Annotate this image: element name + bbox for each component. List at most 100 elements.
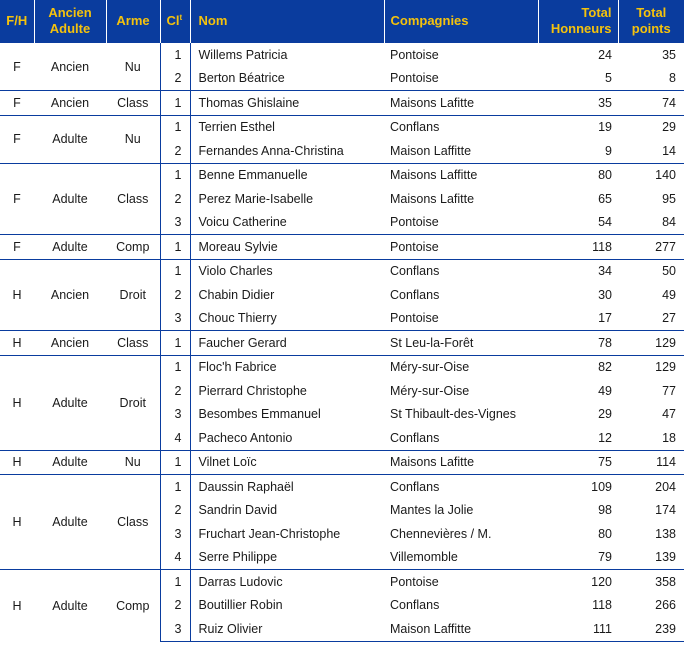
header-ancien-label: Ancien: [48, 5, 92, 20]
cell-total-honneurs: 109: [538, 474, 618, 499]
cell-classement: 3: [159, 617, 190, 642]
table-row: H Adulte Class 1 Daussin Raphaël Conflans 109 2…: [0, 474, 684, 570]
cell-total-points: 49: [662, 287, 676, 302]
cell-sexe: H: [0, 330, 34, 355]
cell-categorie: Ancien: [34, 330, 106, 355]
cell-total-honneurs: 82: [538, 354, 618, 379]
cell-classement: 1: [159, 114, 190, 139]
cell-total-points: 358: [618, 569, 684, 594]
cell-total-honneurs: 120: [538, 569, 618, 594]
cell-compagnie: Conflans: [384, 474, 538, 499]
cell-total-honneurs: 35: [538, 90, 618, 115]
header-points-l2: points: [631, 21, 671, 36]
cell-categorie: Adulte: [34, 449, 106, 475]
cell-nom: Chouc Thierry: [189, 306, 384, 331]
cell-arme: Nu: [106, 114, 160, 163]
table-row: 2 Fernandes Anna-Christina Maison Laffitte…: [0, 139, 684, 163]
cell-compagnie: Mantes la Jolie: [390, 503, 474, 518]
header-points-l1: Total: [636, 5, 667, 20]
header-honneurs-l2: Honneurs: [550, 21, 612, 36]
table-row: 2 Perez Marie-Isabelle Maisons Lafitte 65 95: [0, 187, 684, 211]
cell-compagnie: Conflans: [384, 258, 538, 283]
cell-total-points: 140: [618, 162, 684, 187]
table-row: H Ancien Class 1 Faucher Gerard St Leu-la-For…: [0, 330, 684, 355]
cell-classement: 1: [159, 474, 190, 499]
cell-sexe: F: [0, 90, 34, 115]
cell-total-honneurs: 49: [598, 383, 612, 398]
cell-compagnie: Méry-sur-Oise: [390, 383, 470, 398]
cell-compagnie: Pontoise: [390, 71, 439, 86]
table-row: H Adulte Comp 1 Darras Ludovic Pontoise 120 358: [0, 569, 684, 641]
cell-classement: 2: [159, 139, 190, 163]
cell-total-honneurs: 65: [598, 191, 612, 206]
cell-compagnie: Pontoise: [384, 42, 538, 67]
cell-classement: 3: [159, 402, 190, 426]
cell-classement: 4: [159, 545, 190, 570]
table-row: 2 Sandrin David Mantes la Jolie 98 174: [0, 498, 684, 522]
cell-classement: 2: [159, 283, 190, 307]
cell-classement: 2: [159, 66, 190, 91]
cell-compagnie: Maisons Lafitte: [390, 191, 475, 206]
cell-total-points: 129: [618, 354, 684, 379]
table-row: H Adulte Droit 1 Floc'h Fabrice Méry-sur-Oise…: [0, 354, 684, 450]
cell-classement: 1: [159, 449, 190, 475]
cell-classement: 3: [159, 210, 190, 235]
cell-total-honneurs: 98: [598, 503, 612, 518]
cell-total-honneurs: 30: [598, 287, 612, 302]
cell-nom: Floc'h Fabrice: [189, 354, 384, 379]
cell-total-honneurs: 34: [538, 258, 618, 283]
cell-total-points: 50: [618, 258, 684, 283]
cell-arme: Class: [106, 90, 160, 115]
cell-total-points: 35: [618, 42, 684, 67]
cell-total-points: 174: [655, 503, 676, 518]
table-row: 3 Ruiz Olivier Maison Laffitte 111 239: [0, 617, 684, 642]
cell-total-honneurs: 78: [538, 330, 618, 355]
cell-sexe: H: [0, 474, 34, 570]
cell-sexe: H: [0, 354, 34, 450]
cell-total-honneurs: 54: [598, 215, 612, 230]
cell-total-points: 139: [655, 550, 676, 565]
cell-compagnie: Chennevières / M.: [390, 526, 492, 541]
cell-total-points: 266: [655, 598, 676, 613]
cell-nom: Daussin Raphaël: [189, 474, 384, 499]
cell-nom: Willems Patricia: [189, 42, 384, 67]
cell-sexe: F: [0, 234, 34, 259]
cell-total-points: 277: [618, 234, 684, 259]
cell-total-points: 204: [618, 474, 684, 499]
header-classement: Clt: [160, 0, 191, 43]
cell-compagnie: Conflans: [390, 598, 440, 613]
cell-total-honneurs: 79: [598, 550, 612, 565]
cell-compagnie: Conflans: [384, 114, 538, 139]
cell-categorie: Ancien: [34, 258, 106, 331]
cell-total-points: 27: [662, 311, 676, 326]
cell-arme: Class: [106, 162, 160, 235]
header-row: F/H Ancien Adulte Arme Clt Nom Compagnie…: [0, 0, 684, 43]
results-table: F/H Ancien Adulte Arme Clt Nom Compagnie…: [0, 0, 684, 642]
cell-nom: Chabin Didier: [189, 283, 384, 307]
header-compagnies: Compagnies: [384, 0, 539, 43]
cell-compagnie: Pontoise: [390, 311, 439, 326]
cell-classement: 2: [159, 593, 190, 617]
cell-classement: 1: [159, 42, 190, 67]
cell-compagnie: Méry-sur-Oise: [384, 354, 538, 379]
cell-classement: 2: [159, 498, 190, 522]
cell-sexe: H: [0, 258, 34, 331]
cell-classement: 1: [159, 330, 190, 355]
cell-nom: Benne Emmanuelle: [189, 162, 384, 187]
cell-arme: Comp: [106, 234, 160, 259]
cell-classement: 1: [159, 569, 190, 594]
cell-nom: Berton Béatrice: [189, 66, 384, 91]
cell-total-honneurs: 19: [538, 114, 618, 139]
cell-compagnie: Conflans: [390, 430, 440, 445]
cell-sexe: H: [0, 569, 34, 641]
cell-compagnie: Villemomble: [390, 550, 458, 565]
cell-classement: 3: [159, 522, 190, 546]
cell-nom: Vilnet Loïc: [189, 449, 384, 475]
cell-nom: Thomas Ghislaine: [189, 90, 384, 115]
cell-classement: 3: [159, 306, 190, 331]
cell-total-honneurs: 12: [598, 430, 612, 445]
cell-compagnie: Pontoise: [384, 234, 538, 259]
header-cl-label: Cl: [166, 13, 180, 28]
cell-total-points: 239: [618, 617, 684, 642]
header-total-points: Total points: [618, 0, 684, 43]
